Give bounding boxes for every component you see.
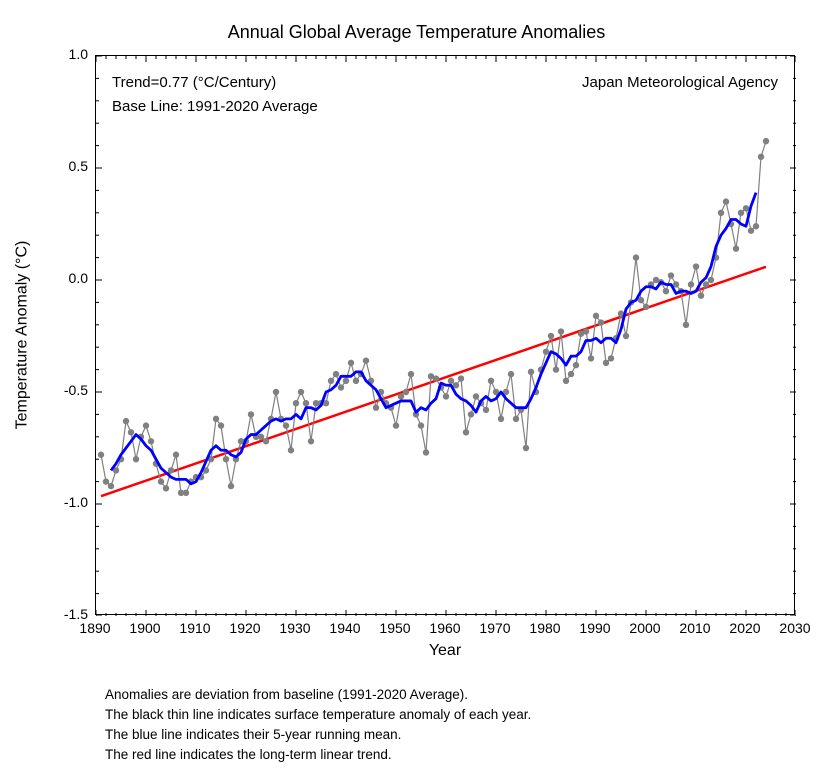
x-tick-label: 2000: [625, 620, 665, 636]
caption-line: The black thin line indicates surface te…: [105, 705, 531, 725]
x-tick-label: 1900: [125, 620, 165, 636]
y-tick-label: 0.5: [48, 158, 88, 174]
x-tick-label: 1930: [275, 620, 315, 636]
x-tick-label: 1950: [375, 620, 415, 636]
plot-area: Trend=0.77 (°C/Century) Base Line: 1991-…: [95, 55, 795, 615]
y-axis-label: Temperature Anomaly (°C): [10, 55, 34, 615]
y-tick-label: 0.0: [48, 270, 88, 286]
y-tick-label: -1.0: [48, 494, 88, 510]
trend-annotation: Trend=0.77 (°C/Century): [112, 74, 276, 91]
y-tick-label: -0.5: [48, 382, 88, 398]
caption-line: The blue line indicates their 5-year run…: [105, 725, 531, 745]
caption-line: Anomalies are deviation from baseline (1…: [105, 685, 531, 705]
baseline-annotation: Base Line: 1991-2020 Average: [112, 98, 318, 115]
x-tick-label: 1960: [425, 620, 465, 636]
x-axis-label: Year: [95, 642, 795, 660]
x-tick-label: 1890: [75, 620, 115, 636]
x-tick-label: 2030: [775, 620, 815, 636]
x-tick-label: 1910: [175, 620, 215, 636]
x-tick-label: 1940: [325, 620, 365, 636]
x-tick-label: 1980: [525, 620, 565, 636]
x-tick-label: 2020: [725, 620, 765, 636]
x-tick-label: 1970: [475, 620, 515, 636]
caption-line: The red line indicates the long-term lin…: [105, 745, 531, 765]
x-tick-label: 2010: [675, 620, 715, 636]
y-tick-label: 1.0: [48, 46, 88, 62]
x-tick-label: 1990: [575, 620, 615, 636]
chart-title: Annual Global Average Temperature Anomal…: [0, 22, 833, 43]
x-tick-label: 1920: [225, 620, 265, 636]
caption: Anomalies are deviation from baseline (1…: [105, 685, 531, 765]
agency-annotation: Japan Meteorological Agency: [582, 74, 778, 91]
